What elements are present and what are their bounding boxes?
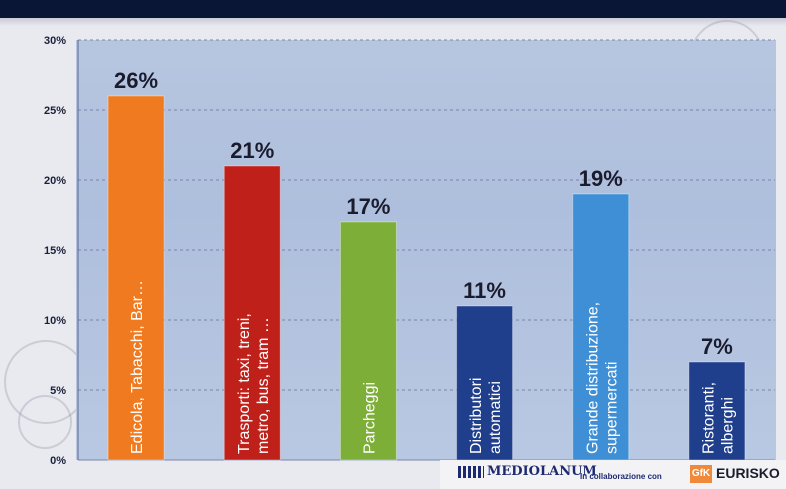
y-tick-label: 5% xyxy=(50,385,66,397)
data-label: 19% xyxy=(579,166,623,191)
category-label-line: Trasporti: taxi, treni, xyxy=(236,313,253,454)
header-shadow xyxy=(0,18,786,26)
y-tick-label: 25% xyxy=(44,105,66,117)
banca-mediolanum-logo: MEDIOLANUM xyxy=(458,464,597,479)
decorative-circle xyxy=(18,395,72,449)
data-label: 7% xyxy=(701,334,733,359)
bar xyxy=(339,221,397,461)
footer-logos xyxy=(440,460,786,489)
bar xyxy=(107,95,165,461)
y-tick-label: 30% xyxy=(44,35,66,47)
y-tick-label: 10% xyxy=(44,315,66,327)
category-label-line: Grande distribuzione, xyxy=(584,302,601,454)
category-label-line: Ristoranti, xyxy=(700,382,717,454)
y-tick-label: 15% xyxy=(44,245,66,257)
category-label-line: supermercati xyxy=(603,362,620,454)
category-label-line: automatici xyxy=(487,381,504,454)
category-label-line: alberghi xyxy=(719,397,736,454)
bar xyxy=(223,165,281,461)
eurisko-logo: EURISKO xyxy=(716,465,780,481)
y-tick-label: 0% xyxy=(50,455,66,467)
header-bar xyxy=(0,0,786,18)
gfk-logo: GfK xyxy=(690,465,712,483)
category-label-line: Distributori xyxy=(468,378,485,454)
category-label-line: Parcheggi xyxy=(361,382,378,454)
collaboration-text: In collaborazione con xyxy=(580,472,662,481)
data-label: 26% xyxy=(114,68,158,93)
y-tick-label: 20% xyxy=(44,175,66,187)
category-label-line: Edicola, Tabacchi, Bar… xyxy=(129,280,146,454)
category-label-line: metro, bus, tram … xyxy=(255,317,272,454)
bar xyxy=(456,305,514,461)
data-label: 11% xyxy=(463,278,506,303)
data-label: 17% xyxy=(346,194,390,219)
data-label: 21% xyxy=(230,138,274,163)
